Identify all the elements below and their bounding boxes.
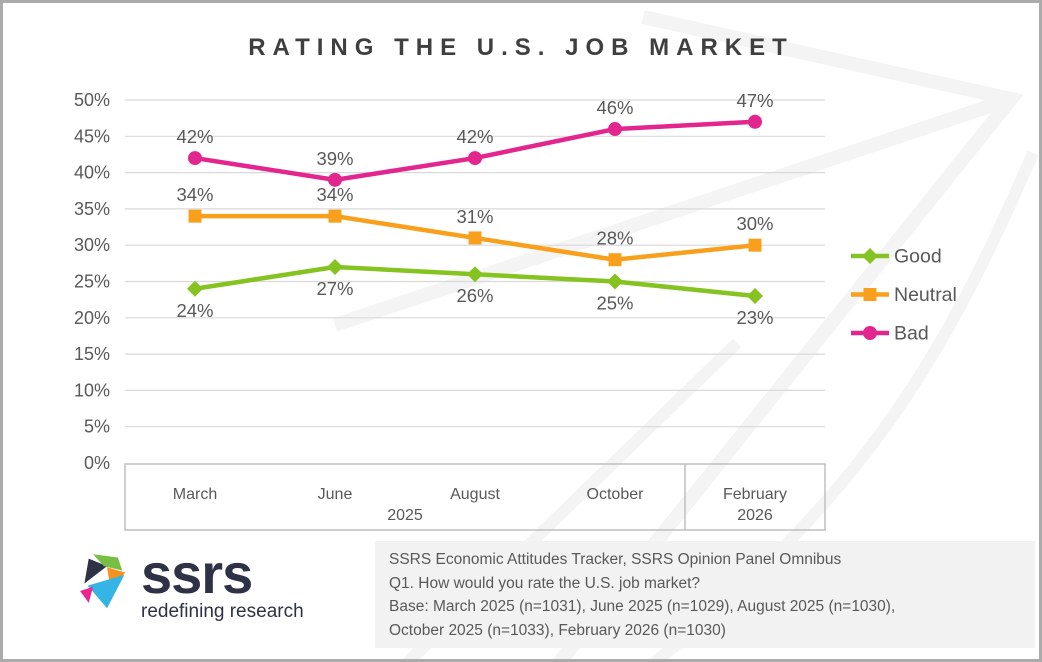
y-tick-label: 25%: [74, 272, 110, 292]
data-label: 25%: [596, 293, 633, 314]
source-line-1: SSRS Economic Attitudes Tracker, SSRS Op…: [389, 551, 842, 568]
source-line-4: October 2025 (n=1033), February 2026 (n=…: [389, 621, 726, 639]
source-line-3: Base: March 2025 (n=1031), June 2025 (n=…: [389, 598, 896, 615]
y-tick-label: 10%: [74, 380, 110, 400]
data-label: 31%: [456, 206, 493, 227]
x-tick-label: August: [450, 486, 500, 503]
data-point-marker: [187, 280, 203, 297]
data-point-marker: [863, 288, 877, 301]
x-axis-year-label: 2026: [737, 507, 773, 524]
x-tick-label: February: [723, 486, 787, 503]
data-point-marker: [608, 253, 622, 267]
x-tick-label: June: [318, 486, 353, 503]
data-point-marker: [188, 209, 202, 223]
data-label: 39%: [316, 148, 353, 169]
data-label: 30%: [736, 213, 773, 234]
legend-item-good: Good: [851, 246, 942, 268]
data-label: 46%: [596, 97, 633, 118]
ssrs-logo-mark-icon: [80, 554, 126, 609]
data-point-marker: [467, 266, 483, 283]
ssrs-logo: ssrs redefining research: [79, 542, 304, 623]
data-point-marker: [328, 209, 342, 223]
data-point-marker: [608, 122, 622, 137]
legend-label: Good: [894, 246, 942, 268]
data-label: 34%: [176, 184, 213, 205]
y-tick-label: 40%: [74, 163, 110, 183]
chart-title: RATING THE U.S. JOB MARKET: [248, 34, 794, 61]
x-axis-year-label: 2025: [387, 507, 423, 524]
y-tick-label: 45%: [74, 126, 110, 146]
data-point-marker: [748, 114, 762, 129]
legend-item-bad: Bad: [851, 323, 929, 345]
data-label: 24%: [176, 300, 213, 321]
data-point-marker: [607, 273, 623, 290]
source-line-2: Q1. How would you rate the U.S. job mark…: [389, 574, 701, 592]
data-point-marker: [862, 248, 878, 264]
data-label: 42%: [456, 126, 493, 147]
legend-label: Bad: [894, 323, 929, 345]
y-tick-label: 0%: [84, 453, 110, 473]
data-point-marker: [863, 326, 877, 340]
y-tick-label: 30%: [74, 235, 110, 255]
data-point-marker: [747, 288, 763, 305]
logo-text: ssrs redefining research: [141, 542, 304, 623]
legend-label: Neutral: [894, 284, 957, 306]
x-tick-label: October: [587, 486, 645, 503]
logo-brand-text: ssrs: [141, 542, 253, 605]
data-label: 34%: [316, 184, 353, 205]
y-tick-label: 15%: [74, 344, 110, 364]
data-label: 42%: [176, 126, 213, 147]
legend-item-neutral: Neutral: [851, 284, 957, 306]
data-label: 27%: [316, 278, 353, 299]
source-note-box: SSRS Economic Attitudes Tracker, SSRS Op…: [375, 541, 1035, 648]
y-tick-label: 20%: [74, 308, 110, 328]
data-label: 28%: [596, 228, 633, 249]
data-point-marker: [188, 151, 202, 166]
y-tick-label: 35%: [74, 199, 110, 219]
data-point-marker: [468, 231, 482, 245]
data-label: 26%: [456, 285, 493, 306]
y-tick-label: 50%: [74, 90, 110, 110]
data-point-marker: [468, 151, 482, 166]
data-label: 23%: [736, 307, 773, 328]
logo-tagline-text: redefining research: [141, 601, 304, 622]
data-point-marker: [328, 172, 342, 187]
data-label: 47%: [736, 90, 773, 111]
y-tick-label: 5%: [84, 417, 110, 437]
data-point-marker: [327, 258, 343, 275]
data-point-marker: [748, 238, 762, 252]
series-neutral: 34% 34% 31% 28% 30%: [176, 184, 774, 267]
x-tick-label: March: [173, 486, 217, 503]
